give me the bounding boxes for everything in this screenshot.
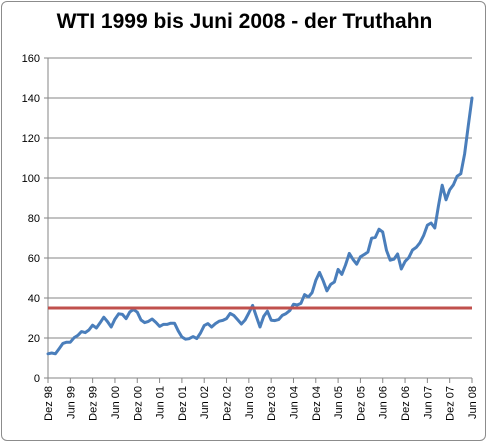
- x-tick-label: Jun 08: [467, 386, 479, 419]
- chart-title: WTI 1999 bis Juni 2008 - der Truthahn: [56, 10, 433, 33]
- x-tick-label: Dez 05: [355, 386, 367, 421]
- y-tick-label: 20: [28, 333, 40, 345]
- x-tick-label: Dez 01: [177, 386, 189, 421]
- y-tick-label: 0: [34, 373, 40, 385]
- y-tick-label: 120: [22, 133, 40, 145]
- x-tick-label: Jun 00: [110, 386, 122, 419]
- y-tick-label: 100: [22, 173, 40, 185]
- y-tick-label: 40: [28, 293, 40, 305]
- x-tick-label: Dez 99: [88, 386, 100, 421]
- x-tick-label: Jun 03: [244, 386, 256, 419]
- y-tick-label: 140: [22, 93, 40, 105]
- x-tick-label: Dez 98: [43, 386, 55, 421]
- x-tick-label: Dez 02: [222, 386, 234, 421]
- x-tick-label: Jun 04: [288, 386, 300, 419]
- y-tick-label: 160: [22, 53, 40, 65]
- x-tick-label: Dez 07: [445, 386, 457, 421]
- x-tick-label: Jun 05: [333, 386, 345, 419]
- y-tick-label: 60: [28, 253, 40, 265]
- x-tick-label: Jun 06: [378, 386, 390, 419]
- x-tick-label: Dez 04: [311, 386, 323, 421]
- price-series-line: [46, 96, 474, 356]
- x-tick-label: Dez 06: [400, 386, 412, 421]
- x-tick-label: Jun 01: [155, 386, 167, 419]
- x-tick-label: Jun 07: [422, 386, 434, 419]
- x-tick-label: Dez 03: [266, 386, 278, 421]
- x-tick-label: Jun 02: [199, 386, 211, 419]
- x-tick-label: Dez 00: [132, 386, 144, 421]
- x-tick-label: Jun 99: [65, 386, 77, 419]
- y-tick-label: 80: [28, 213, 40, 225]
